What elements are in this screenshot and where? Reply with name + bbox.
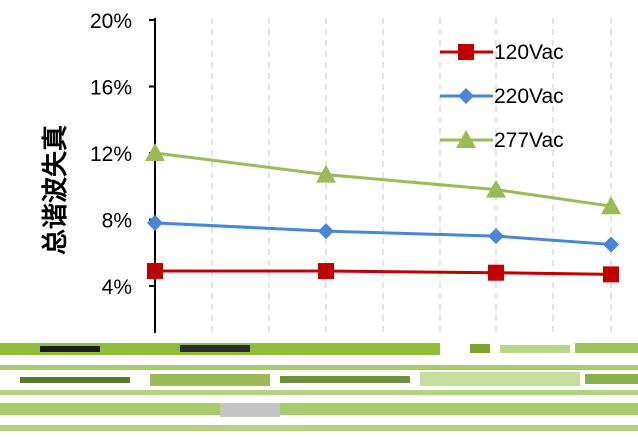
data-point [603,266,619,283]
data-point [488,228,504,245]
y-tick-label: 12% [90,143,132,166]
y-axis-ticks: 4% 8% 12% 16% 20% [90,10,155,299]
series-277Vac [145,143,621,215]
legend-label: 277Vac [494,129,564,152]
legend: 120Vac 220Vac 277Vac [440,41,564,152]
legend-marker [456,130,476,148]
data-point [147,263,163,280]
data-point [318,263,334,280]
series-line [154,151,612,208]
y-tick-label: 4% [102,276,132,299]
data-point [318,223,334,240]
data-point [316,164,336,183]
series-220Vac [147,214,619,253]
series-line [154,221,612,246]
data-point [147,214,163,231]
series-layer [145,143,621,283]
y-tick-label: 16% [90,77,132,100]
legend-item-277Vac: 277Vac [440,129,564,152]
legend-marker [458,44,474,60]
data-point [603,236,619,253]
legend-marker [458,88,474,104]
vertical-gridlines [211,18,612,340]
legend-label: 220Vac [494,85,564,108]
data-point [488,264,504,281]
data-point [145,143,165,161]
y-tick-label: 20% [90,10,132,33]
data-point [601,196,621,215]
data-point [486,179,506,198]
series-120Vac [147,263,619,283]
series-line [155,269,612,276]
legend-label: 120Vac [494,41,564,64]
occluded-x-axis-area [0,333,638,437]
legend-item-120Vac: 120Vac [440,41,564,64]
y-tick-label: 8% [102,210,132,233]
y-axis-label: 总谐波失真 [40,125,70,255]
legend-item-220Vac: 220Vac [440,85,564,108]
